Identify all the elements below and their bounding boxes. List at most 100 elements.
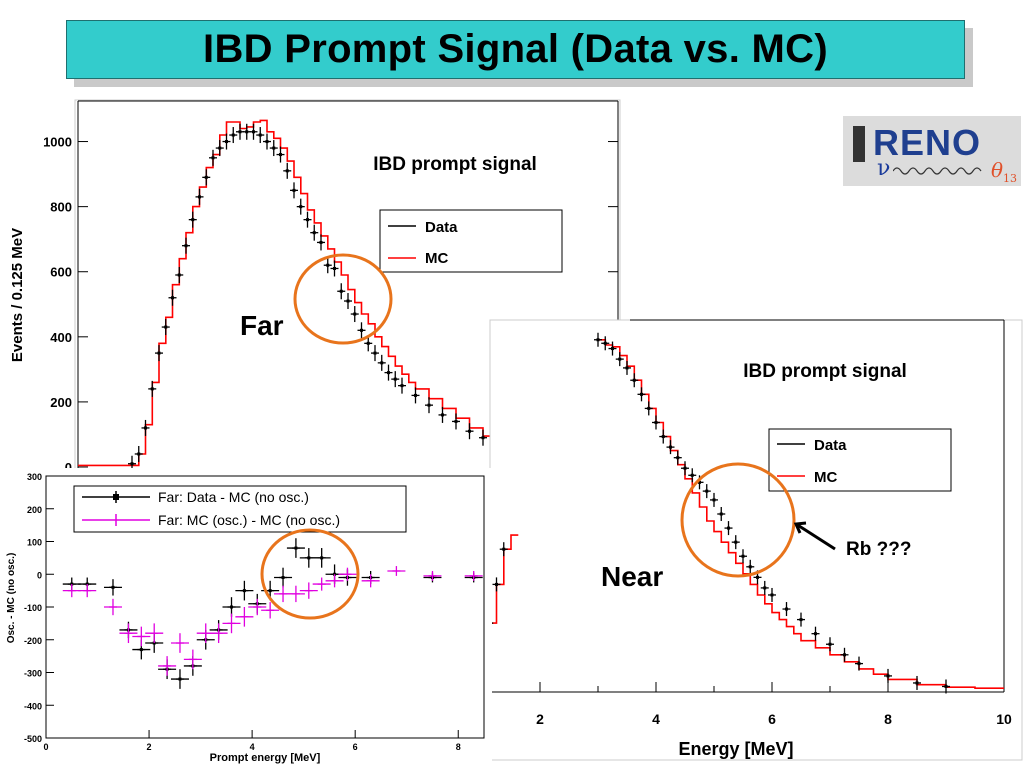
far-data-point xyxy=(236,123,244,140)
far-label: Far xyxy=(240,310,284,341)
near-xtick-label: 6 xyxy=(768,711,776,727)
far-ytick-label: 0 xyxy=(65,460,72,475)
inset-ytick-label: -200 xyxy=(24,636,42,646)
far-data-point xyxy=(303,211,312,228)
inset-ytick-label: -300 xyxy=(24,669,42,679)
far-data-point xyxy=(330,260,339,277)
inset-ylabel: Osc. - MC (no osc.) xyxy=(6,553,17,644)
far-data-point xyxy=(350,306,359,323)
far-data-point xyxy=(161,319,170,336)
inset-xtick-label: 2 xyxy=(147,742,152,752)
inset-xlabel: Prompt energy [MeV] xyxy=(210,752,321,764)
far-data-point xyxy=(222,133,231,150)
far-ytick-label: 1000 xyxy=(43,135,72,150)
far-legend: Data MC xyxy=(379,209,563,273)
inset-ytick-label: 300 xyxy=(27,472,42,482)
far-data-point xyxy=(283,162,292,179)
near-legend-mc: MC xyxy=(814,469,837,486)
near-data-point xyxy=(659,429,668,444)
far-data-point xyxy=(155,345,163,362)
far-data-point xyxy=(188,211,197,228)
logo-nu: ν xyxy=(877,156,891,181)
near-data-point xyxy=(768,587,776,602)
far-data-point xyxy=(269,140,278,157)
inset-ytick-label: 200 xyxy=(27,505,42,515)
page-title: IBD Prompt Signal (Data vs. MC) xyxy=(203,27,828,71)
far-data-point xyxy=(323,257,332,274)
near-data-point xyxy=(826,637,834,652)
near-data-point xyxy=(782,602,791,617)
far-data-point xyxy=(242,123,251,140)
title-banner: IBD Prompt Signal (Data vs. MC) xyxy=(66,20,965,79)
near-data-point xyxy=(688,468,697,483)
near-data-point xyxy=(884,668,892,683)
far-data-point xyxy=(398,377,406,394)
near-data-point xyxy=(594,332,602,347)
near-data-point xyxy=(739,549,747,564)
rb-label: Rb ??? xyxy=(846,539,911,560)
far-data-point xyxy=(229,127,238,144)
wave-icon xyxy=(893,167,982,175)
near-legend-data: Data xyxy=(814,437,847,454)
far-mc-histogram xyxy=(78,119,619,467)
far-legend-data: Data xyxy=(425,219,458,236)
near-data-point xyxy=(666,440,675,455)
near-plot: 2 4 6 8 10 Energy [MeV] IBD prompt signal Da… xyxy=(480,319,1023,761)
near-xtick-label: 10 xyxy=(996,711,1012,727)
far-data-point xyxy=(276,146,285,163)
far-data-point xyxy=(134,445,143,462)
near-data-point xyxy=(840,647,849,662)
far-data-point xyxy=(371,345,379,362)
near-data-point xyxy=(644,401,653,416)
near-data-point xyxy=(717,507,726,521)
near-data-point xyxy=(797,612,805,627)
far-data-point xyxy=(310,224,319,241)
near-data-point xyxy=(652,415,660,430)
near-data-point xyxy=(637,387,646,402)
far-legend-mc: MC xyxy=(425,250,448,267)
near-data-point xyxy=(608,341,617,356)
near-data-point xyxy=(681,461,689,476)
far-data-point xyxy=(344,293,352,310)
far-data-point xyxy=(479,429,487,446)
reno-logo: RENO ν θ13 xyxy=(843,116,1021,186)
far-data-point xyxy=(256,127,265,144)
far-data-point xyxy=(148,380,157,397)
far-data-point xyxy=(425,397,433,414)
far-data-point xyxy=(215,140,224,157)
far-data-point xyxy=(452,413,460,430)
far-data-point xyxy=(249,123,258,140)
far-highlight-circle xyxy=(293,253,393,345)
far-data-point xyxy=(438,406,447,423)
far-ytick-label: 800 xyxy=(50,200,72,215)
logo-text: RENO xyxy=(873,122,982,163)
inset-xtick-label: 0 xyxy=(43,742,48,752)
far-ylabel: Events / 0.125 MeV xyxy=(9,228,26,362)
near-data-point xyxy=(702,484,711,499)
near-data-point xyxy=(615,352,624,367)
near-data-point xyxy=(724,521,733,536)
near-data-point xyxy=(731,535,740,550)
inset-ytick-label: -500 xyxy=(24,734,42,744)
near-legend: Data MC xyxy=(768,428,952,492)
near-xlabel: Energy [MeV] xyxy=(678,739,793,759)
inset-ytick-label: -400 xyxy=(24,701,42,711)
far-data-point xyxy=(391,371,400,388)
far-data-point xyxy=(202,169,211,186)
near-data-point xyxy=(811,626,820,641)
near-highlight-circle xyxy=(680,462,796,578)
near-data-point xyxy=(499,542,508,557)
far-data-point xyxy=(377,354,386,371)
near-data-point xyxy=(760,580,769,595)
near-data-point xyxy=(492,577,501,592)
near-data-point xyxy=(913,675,921,690)
logo-theta: θ13 xyxy=(991,158,1018,185)
far-data-point xyxy=(384,364,393,381)
inset-xtick-label: 8 xyxy=(456,742,461,752)
near-chart-title: IBD prompt signal xyxy=(743,361,907,382)
near-data-point xyxy=(855,656,863,671)
rb-arrowhead-icon xyxy=(793,521,807,534)
near-data-point xyxy=(601,336,610,351)
near-label: Near xyxy=(601,561,663,592)
far-data-point xyxy=(465,423,474,440)
